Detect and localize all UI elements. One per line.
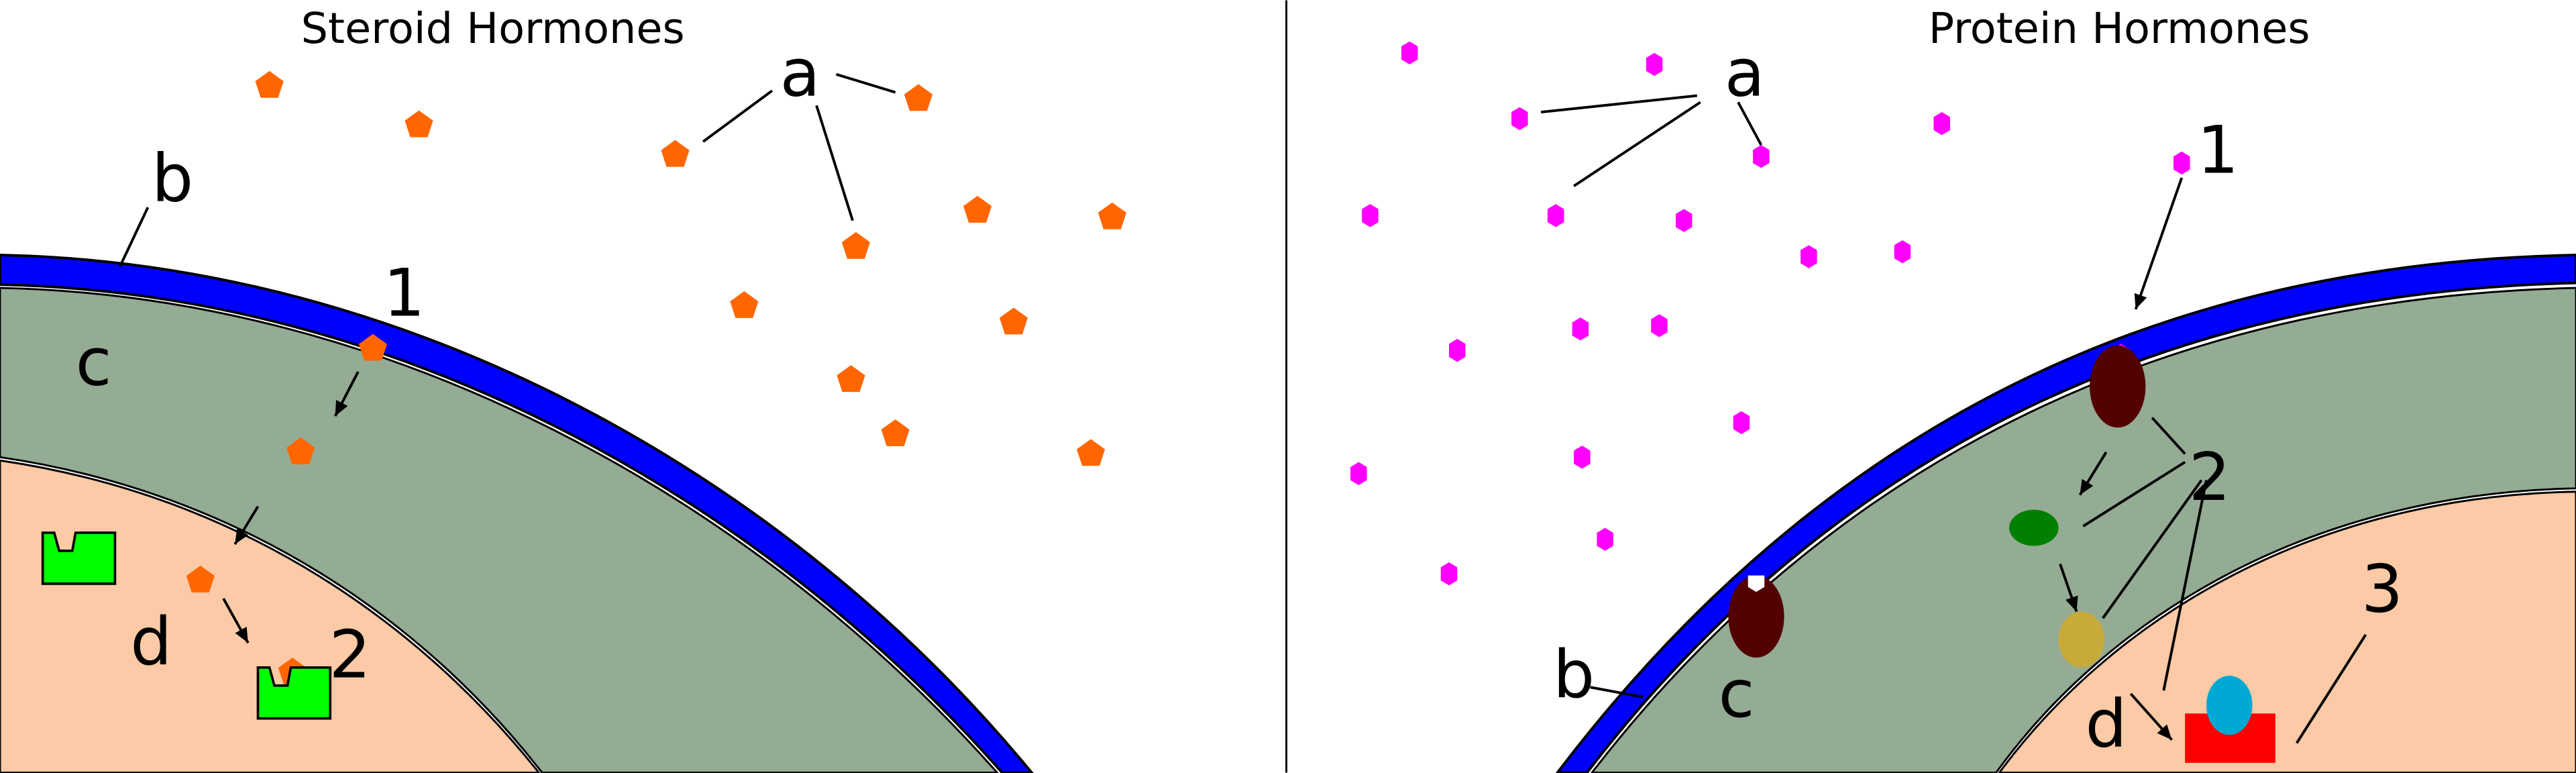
label-d: d [130,604,172,680]
pointer-line-a [815,105,854,221]
steroid-hormone-molecule [286,437,315,464]
cytoplasm [0,287,999,773]
protein-hormone-molecule [1511,107,1528,130]
pointer-line-a [1573,101,1701,187]
arrow [333,371,360,417]
steroid-receptors [41,531,332,720]
steroid-hormone-molecule [881,419,910,446]
arrow [2078,451,2108,496]
protein-hormone-molecule [1675,209,1693,232]
steroid-hormone-molecule [255,70,284,98]
membrane-receptor [1728,575,1784,658]
label-a: a [780,36,820,112]
transcription-factor [2206,676,2253,735]
arrow-head [2065,595,2078,612]
pointer-line-2 [2082,460,2186,527]
steroid-hormone-molecule [186,565,215,592]
pointer-line-a [835,72,896,94]
panel-title: Protein Hormones [1929,4,2310,54]
steroid-receptor [256,666,332,720]
receptor-binding-site [1748,575,1765,592]
arrow-shaft [2134,177,2184,310]
second-messenger [2009,509,2059,546]
protein-hormone-molecule [1547,204,1564,227]
arrow-head [2080,478,2094,495]
protein-panel: Protein Hormones a 1 2 3 b c d [1350,4,2576,773]
arrow [2129,692,2174,741]
activated-protein [2058,611,2105,668]
protein-arrows [2059,177,2184,741]
protein-hormone-molecule [1350,462,1367,485]
label-step-1: 1 [2197,113,2239,189]
panel-title: Steroid Hormones [301,4,685,54]
label-step-1: 1 [383,256,425,332]
arrow-head [2157,724,2172,740]
arrow-head [235,627,248,643]
protein-hormone-molecule [1572,317,1589,341]
pointer-line-a [1737,101,1763,146]
label-step-2: 2 [2189,440,2231,516]
membrane-receptor [2090,345,2146,428]
protein-hormone-molecule [1753,145,1770,168]
steroid-hormone-molecule [999,307,1028,335]
protein-hormone-molecule [1733,411,1750,435]
nucleus [0,459,541,773]
steroid-hormone-molecule [661,140,690,167]
arrow-head [2134,293,2147,309]
steroid-hormone-molecule [904,84,933,111]
steroid-hormone-molecule [405,110,433,138]
steroid-panel: Steroid Hormones a b 1 c d 2 [0,4,1127,773]
protein-hormone-molecule [1440,562,1458,586]
pointer-line-b [1590,686,1644,699]
steroid-hormone-molecule [963,195,992,223]
steroid-hormone-molecule [358,333,387,361]
steroid-hormone-molecule [841,231,870,259]
pointer-line-3 [2296,633,2367,744]
pointer-line-a [1540,94,1698,113]
steroid-receptor [41,531,117,585]
arrow-head [335,400,348,417]
pointer-line-b [119,207,150,268]
protein-hormone-molecule [2174,151,2190,175]
label-step-2: 2 [329,617,370,693]
label-b: b [152,140,193,217]
protein-hormone-molecule [1894,240,1911,264]
arrow [2059,563,2078,613]
protein-hormone-molecule [1597,527,1613,551]
protein-hormone-molecule [1801,245,1817,268]
cytoplasm [1590,287,2576,773]
steroid-arrows [222,371,360,643]
protein-hormone-molecule [1933,112,1950,136]
label-b: b [1553,637,1595,713]
label-d: d [2086,686,2127,762]
nucleus [1998,491,2576,773]
pointer-line-2 [2102,479,2203,619]
protein-hormone-molecule [1401,41,1418,64]
pointer-line-2 [2162,480,2208,691]
label-c: c [1719,656,1755,733]
protein-hormone-molecule [1449,338,1466,362]
protein-hormone-molecule [1574,446,1591,469]
pointer-line-2 [2151,417,2186,455]
steroid-hormone-molecule [837,365,865,393]
label-a: a [1725,36,1765,112]
label-step-3: 3 [2361,552,2403,628]
label-c: c [76,325,112,401]
protein-hormone-molecule [1646,52,1663,76]
arrow-head [235,528,249,545]
steroid-hormone-molecule [1077,439,1106,466]
steroid-hormone-molecule [1097,202,1127,229]
arrow [233,505,260,546]
protein-hormone-molecule [1651,314,1668,338]
arrow [2134,177,2184,310]
cell-membrane [1555,254,2576,773]
pointer-line-a [702,89,773,143]
steroid-hormone-molecule [730,291,759,318]
protein-hormone-molecule [1362,204,1379,227]
arrow [222,597,250,643]
